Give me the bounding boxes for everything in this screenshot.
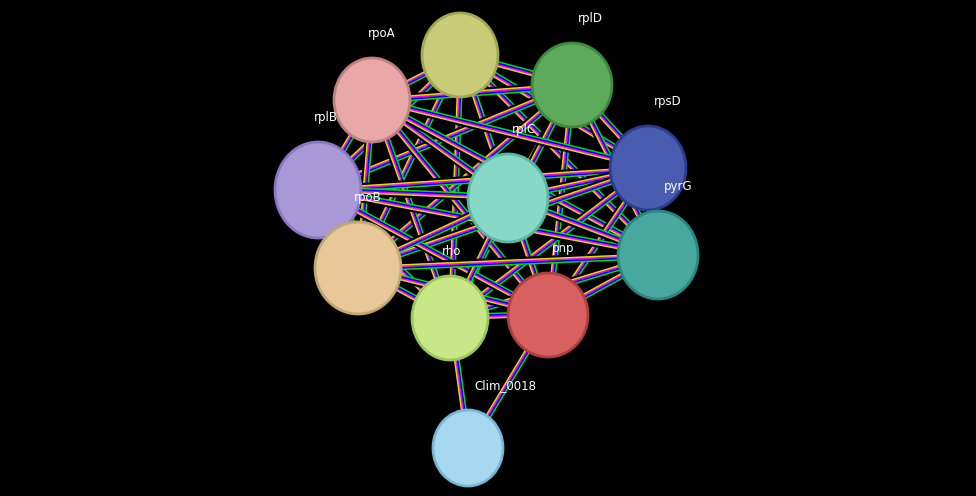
- Text: rpoB: rpoB: [354, 191, 382, 204]
- Ellipse shape: [334, 58, 410, 142]
- Ellipse shape: [468, 154, 548, 242]
- Text: rpsD: rpsD: [654, 95, 682, 108]
- Ellipse shape: [422, 13, 498, 97]
- Text: pyrG: pyrG: [664, 180, 693, 193]
- Ellipse shape: [508, 273, 588, 357]
- Ellipse shape: [532, 43, 612, 127]
- Text: rplB: rplB: [314, 111, 338, 124]
- Ellipse shape: [433, 410, 503, 486]
- Text: rho: rho: [442, 245, 462, 258]
- Text: Clim_0018: Clim_0018: [474, 379, 536, 392]
- Text: rplD: rplD: [578, 12, 603, 25]
- Text: rplC: rplC: [512, 123, 536, 136]
- Ellipse shape: [610, 126, 686, 210]
- Ellipse shape: [412, 276, 488, 360]
- Ellipse shape: [275, 142, 361, 238]
- Ellipse shape: [315, 222, 401, 314]
- Ellipse shape: [618, 211, 698, 299]
- Text: pnp: pnp: [552, 242, 575, 255]
- Text: rpoA: rpoA: [368, 27, 395, 40]
